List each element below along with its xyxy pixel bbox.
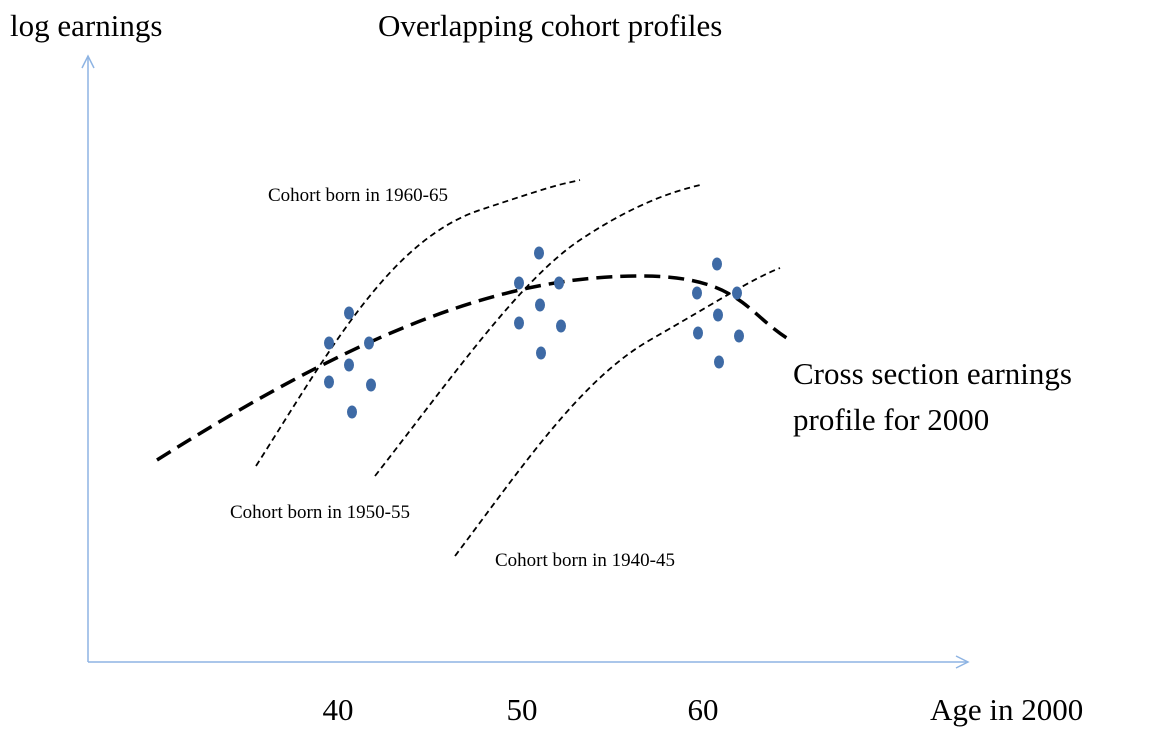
dot [693,326,703,340]
axes [81,54,970,669]
dot [554,276,564,290]
cohort-label: Cohort born in 1960-65 [268,185,448,206]
dot [514,276,524,290]
cohort-curve [454,267,781,557]
dot [712,257,722,271]
cohort-curve [374,184,701,477]
cross-section-label: Cross section earnings [793,356,1072,391]
dot [366,378,376,392]
x-axis-label: Age in 2000 [930,692,1083,727]
y-axis-arrow [81,54,95,69]
dot [344,358,354,372]
dot [364,336,374,350]
curves [156,179,791,557]
dot [556,319,566,333]
dot [324,375,334,389]
x-tick-label: 40 [323,692,354,727]
dot [536,346,546,360]
title: Overlapping cohort profiles [378,8,722,43]
dots [324,246,744,419]
dot [714,355,724,369]
cross-section-label: profile for 2000 [793,402,989,437]
cohort-label: Cohort born in 1940-45 [495,550,675,571]
dot [732,286,742,300]
dot [344,306,354,320]
x-tick-label: 50 [507,692,538,727]
dot [347,405,357,419]
dot [534,246,544,260]
y-axis-label: log earnings [10,8,162,43]
dot [535,298,545,312]
dot [324,336,334,350]
dot [692,286,702,300]
x-tick-label: 60 [688,692,719,727]
cohort-curve [255,179,581,467]
dot [514,316,524,330]
x-axis-arrow [955,655,970,669]
dot [734,329,744,343]
dot [713,308,723,322]
cross-section-curve [156,274,791,462]
cohort-label: Cohort born in 1950-55 [230,502,410,523]
